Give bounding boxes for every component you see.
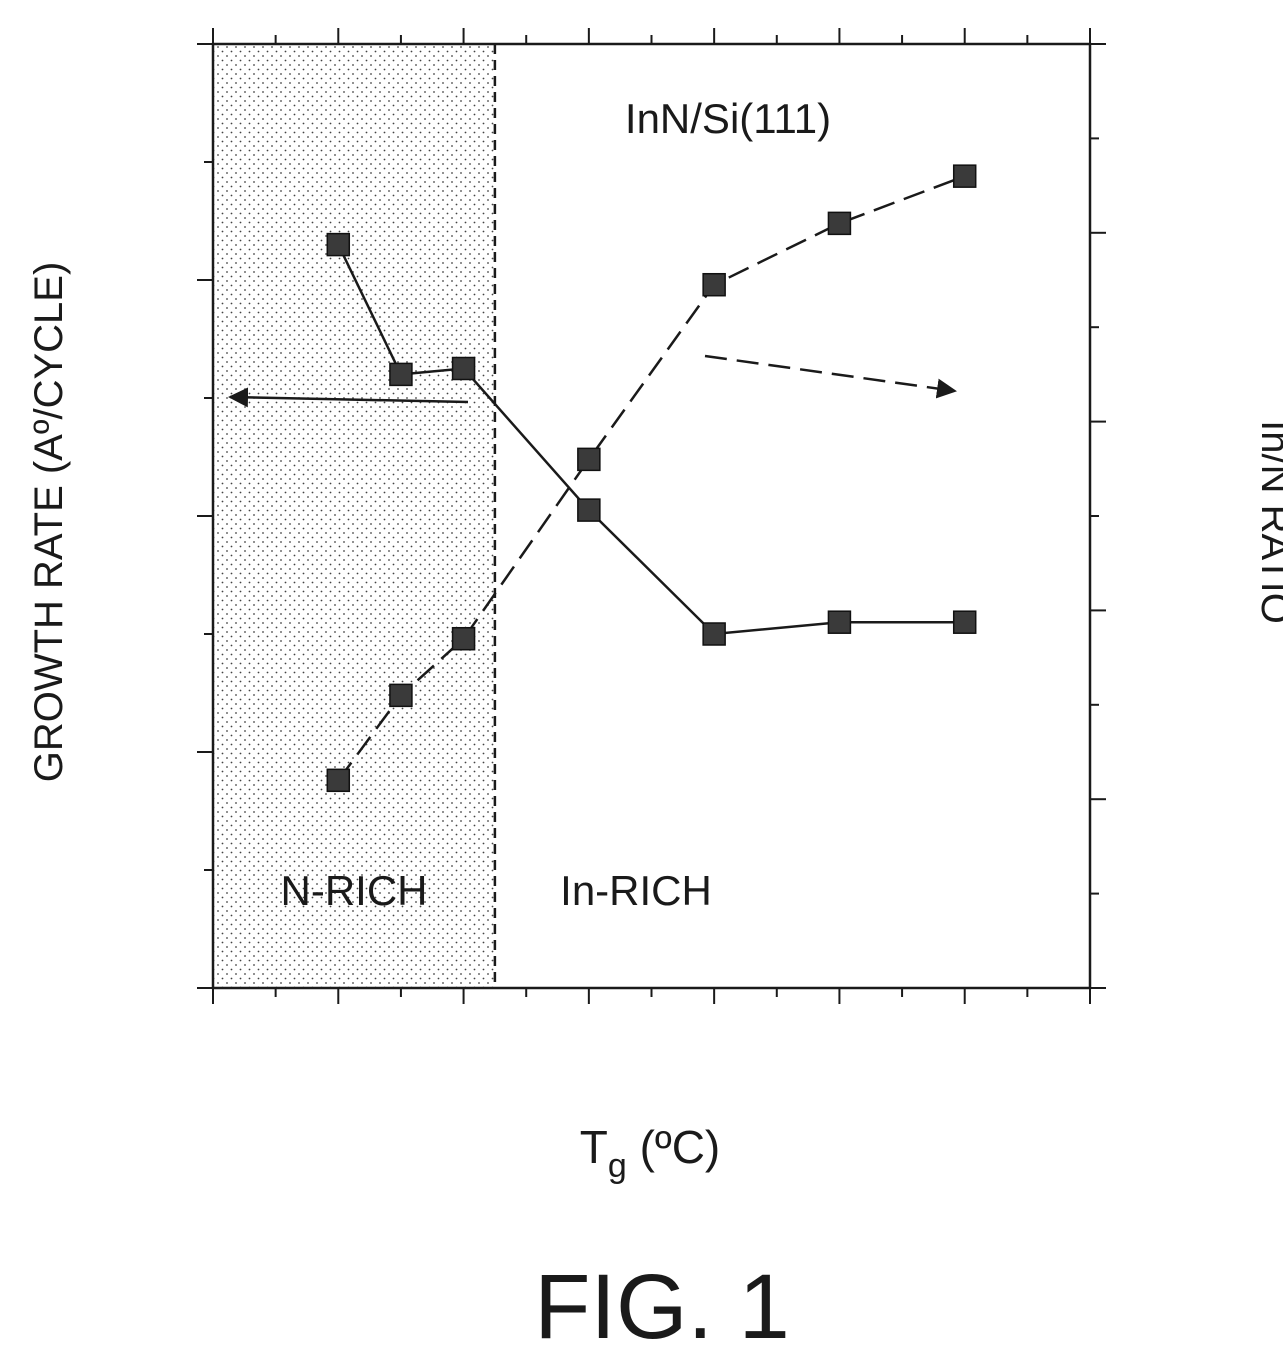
- inn-ratio-point: [327, 769, 349, 791]
- x-axis-label-subscript: g: [608, 1147, 627, 1185]
- growth-rate-point: [327, 234, 349, 256]
- x-axis-label-unit: (ºC): [627, 1121, 720, 1173]
- growth-rate-point: [703, 623, 725, 645]
- inn-ratio-point: [578, 448, 600, 470]
- n-rich-label: N-RICH: [281, 867, 428, 914]
- growth-rate-point: [578, 499, 600, 521]
- figure-label: FIG. 1: [534, 1256, 790, 1358]
- inn-ratio-point: [453, 628, 475, 650]
- n-rich-shaded-region: [213, 44, 495, 988]
- x-axis-label-main: T: [580, 1121, 608, 1173]
- inn-ratio-point: [954, 165, 976, 187]
- growth-rate-point: [954, 611, 976, 633]
- inn-ratio-point: [828, 212, 850, 234]
- y2-axis-label: In/N RATIO: [1253, 420, 1283, 624]
- in-rich-label: In-RICH: [560, 867, 712, 914]
- y-axis-label: GROWTH RATE (Aº/CYCLE): [27, 262, 71, 783]
- growth-rate-point: [828, 611, 850, 633]
- y2-axis-ticks: [1090, 44, 1106, 988]
- sample-label: InN/Si(111): [625, 95, 831, 142]
- growth-rate-point: [453, 358, 475, 380]
- inn-ratio-point: [703, 274, 725, 296]
- growth-rate-point: [390, 363, 412, 385]
- y-axis-ticks: [197, 44, 213, 988]
- inn-ratio-point: [390, 684, 412, 706]
- right-axis-arrow: [705, 356, 955, 391]
- x-axis-label: Tg (ºC): [580, 1121, 720, 1185]
